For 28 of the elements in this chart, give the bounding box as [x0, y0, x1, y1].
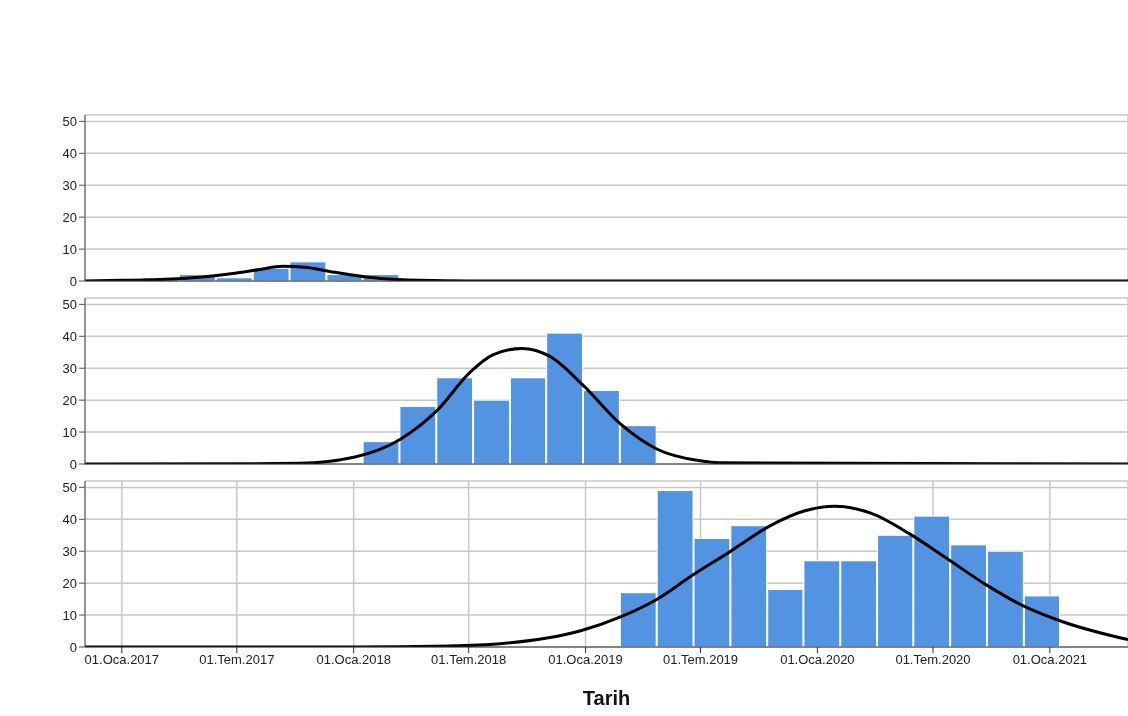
- x-tick-label: 01.Tem.2020: [895, 652, 971, 668]
- x-tick-label: 01.Oca.2017: [84, 652, 160, 668]
- x-tick-label: 01.Tem.2019: [662, 652, 739, 668]
- x-axis-title: Tarih: [582, 687, 631, 709]
- y-tick-label: 10: [62, 607, 77, 623]
- y-tick-label: 0: [69, 273, 77, 289]
- y-tick-label: 20: [62, 392, 77, 408]
- x-tick-label: 01.Oca.2019: [548, 652, 623, 668]
- x-tick-label: 01.Oca.2021: [1012, 652, 1088, 668]
- y-tick-label: 20: [62, 575, 77, 591]
- y-tick-label: 40: [62, 511, 77, 527]
- y-tick-label: 30: [62, 543, 77, 559]
- y-tick-label: 20: [62, 209, 77, 225]
- y-tick-label: 0: [69, 456, 77, 472]
- y-tick-label: 30: [62, 177, 77, 193]
- y-tick-label: 50: [62, 114, 77, 129]
- y-tick-label: 0: [69, 639, 77, 655]
- x-tick-label: 01.Tem.2018: [431, 652, 507, 668]
- y-tick-label: 40: [62, 145, 77, 161]
- y-tick-label: 50: [62, 480, 77, 495]
- y-tick-label: 10: [62, 424, 77, 440]
- x-tick-label: 01.Oca.2018: [316, 652, 391, 668]
- y-tick-label: 10: [62, 241, 77, 257]
- y-tick-label: 30: [62, 360, 77, 376]
- x-tick-label: 01.Oca.2020: [780, 652, 855, 668]
- y-tick-label: 50: [62, 297, 77, 312]
- x-tick-label: 01.Tem.2017: [199, 652, 275, 668]
- y-tick-label: 40: [62, 328, 77, 344]
